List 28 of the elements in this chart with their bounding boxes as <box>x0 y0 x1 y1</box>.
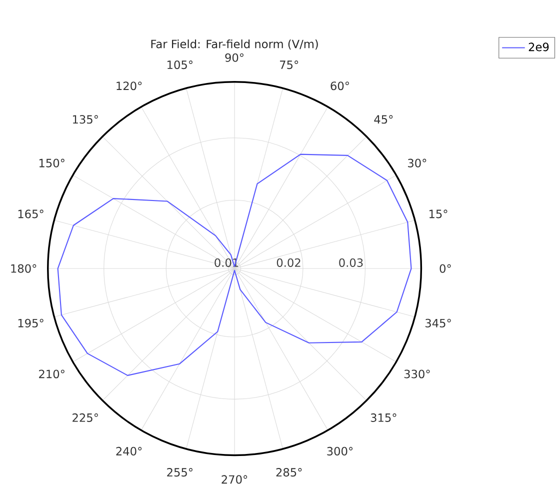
spoke-label: 345° <box>425 318 451 328</box>
spoke-label: 285° <box>276 468 302 477</box>
spoke-label: 315° <box>370 413 396 422</box>
spoke-label: 135° <box>72 115 98 124</box>
spoke-label: 15° <box>429 210 448 218</box>
spoke-label: 0° <box>440 264 451 273</box>
chart-title: Far Field: Far-field norm (V/m) <box>151 39 318 50</box>
spoke-label: 90° <box>225 53 244 62</box>
spoke-label: 105° <box>168 60 192 70</box>
spoke-label: 240° <box>116 446 142 456</box>
spoke-label: 210° <box>39 370 64 378</box>
spoke-label: 150° <box>39 158 64 168</box>
spoke-label: 45° <box>374 115 393 124</box>
spoke-label: 300° <box>327 446 353 456</box>
spoke-label: 225° <box>72 413 98 422</box>
y-tick-label: 0.03 <box>339 258 363 267</box>
spoke-label: 75° <box>280 60 298 70</box>
spoke-label: 30° <box>408 158 426 168</box>
spoke-label: 165° <box>18 210 44 218</box>
spoke-label: 270° <box>222 475 248 484</box>
y-tick-label: 0.02 <box>276 258 300 267</box>
spoke-label: 180° <box>11 264 36 273</box>
spoke-label: 255° <box>167 468 192 477</box>
spoke-label: 60° <box>330 82 349 90</box>
spoke-label: 195° <box>18 318 44 328</box>
legend-label: 2e9 <box>528 42 549 52</box>
spoke-label: 330° <box>404 370 430 378</box>
spoke-label: 120° <box>116 82 142 90</box>
